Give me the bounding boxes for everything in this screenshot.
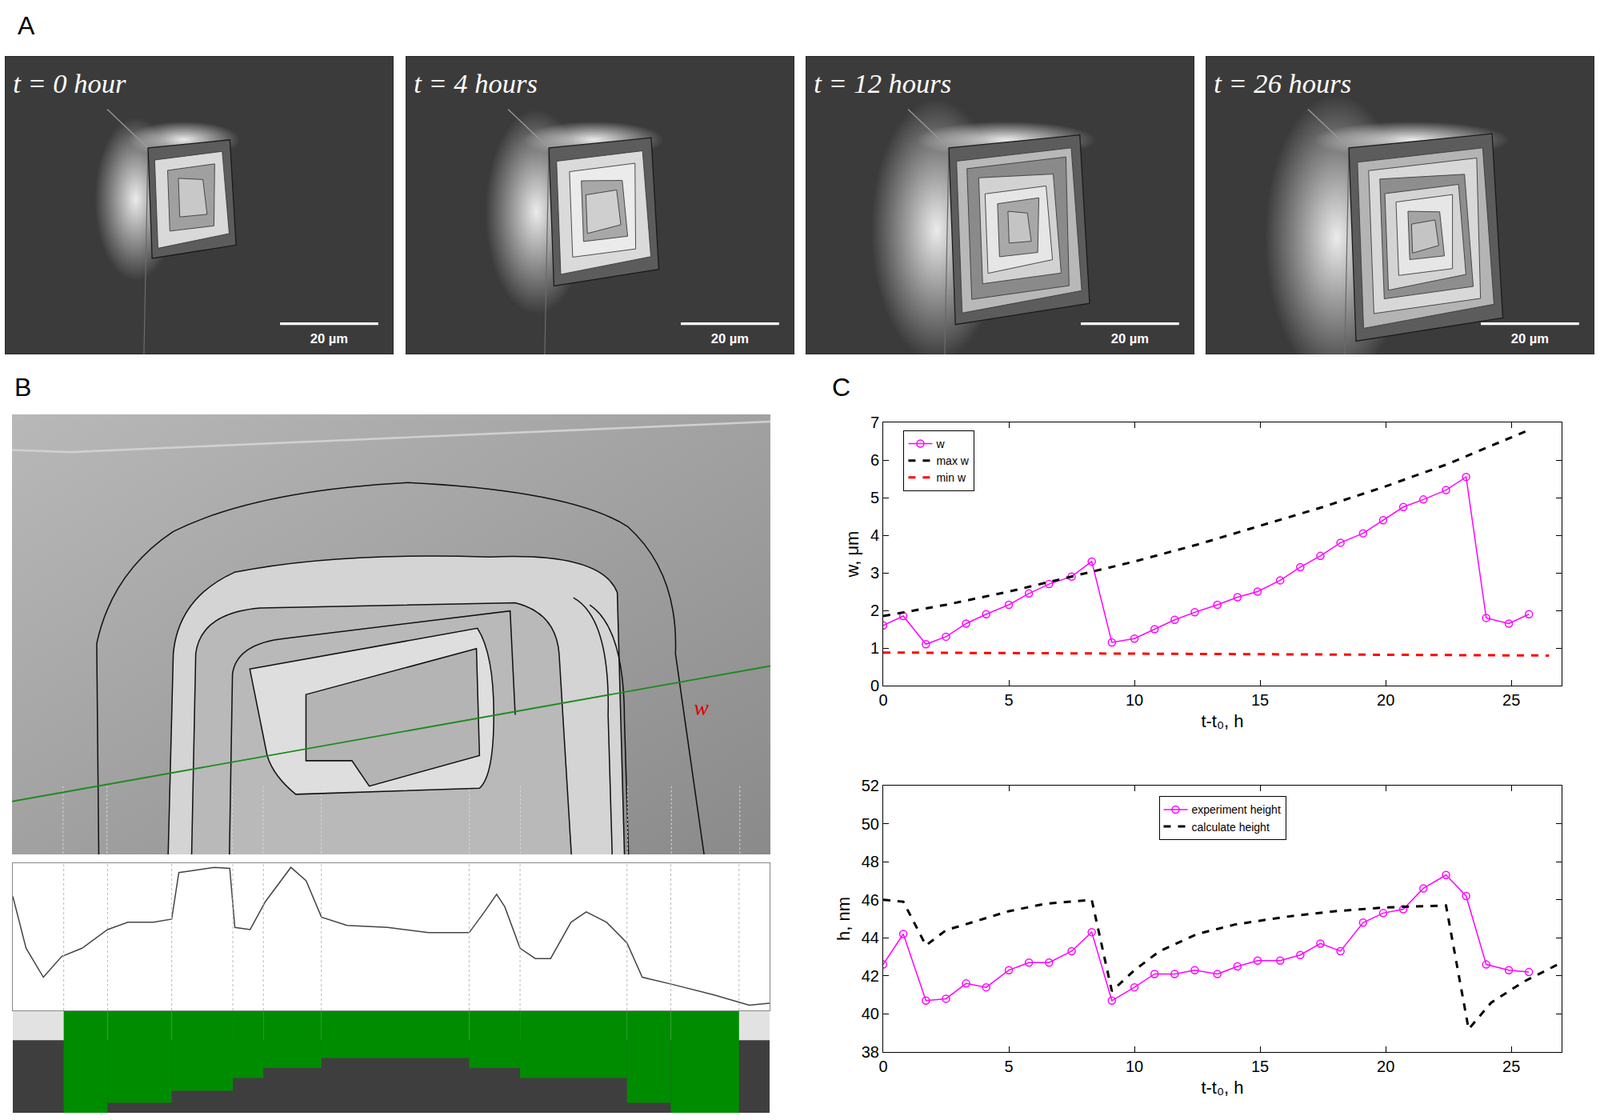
svg-text:3: 3 bbox=[870, 564, 880, 582]
svg-text:38: 38 bbox=[861, 1043, 880, 1061]
html-text:A: A bbox=[17, 11, 35, 40]
svg-text:experiment height: experiment height bbox=[1192, 803, 1281, 816]
svg-text:44: 44 bbox=[861, 928, 880, 947]
svg-text:25: 25 bbox=[1502, 691, 1520, 709]
svg-text:0: 0 bbox=[878, 1057, 888, 1076]
svg-text:t-t₀, h: t-t₀, h bbox=[1200, 1077, 1244, 1098]
svg-text:max w: max w bbox=[936, 454, 969, 468]
svg-text:calculate height: calculate height bbox=[1192, 820, 1270, 834]
svg-text:5: 5 bbox=[870, 488, 880, 507]
svg-text:48: 48 bbox=[861, 852, 880, 871]
svg-text:15: 15 bbox=[1251, 691, 1269, 709]
svg-text:2: 2 bbox=[870, 601, 880, 620]
html-text:B: B bbox=[14, 372, 32, 402]
svg-text:w: w bbox=[693, 695, 709, 720]
svg-text:10: 10 bbox=[1125, 691, 1144, 709]
svg-text:4: 4 bbox=[870, 526, 880, 544]
svg-text:t = 4 hours: t = 4 hours bbox=[413, 68, 538, 99]
svg-text:20 µm: 20 µm bbox=[1111, 331, 1149, 347]
svg-text:5: 5 bbox=[1004, 1057, 1013, 1076]
svg-text:t = 12 hours: t = 12 hours bbox=[813, 68, 952, 99]
svg-text:h, nm: h, nm bbox=[833, 896, 854, 941]
svg-text:20 µm: 20 µm bbox=[310, 331, 348, 347]
svg-text:t = 26 hours: t = 26 hours bbox=[1213, 68, 1352, 99]
svg-text:10: 10 bbox=[1125, 1057, 1144, 1076]
svg-text:0: 0 bbox=[878, 691, 888, 709]
svg-text:7: 7 bbox=[870, 413, 880, 432]
svg-text:20 µm: 20 µm bbox=[1511, 331, 1549, 347]
svg-text:46: 46 bbox=[861, 891, 880, 909]
svg-text:w: w bbox=[935, 437, 945, 451]
svg-text:20: 20 bbox=[1376, 691, 1395, 709]
svg-text:50: 50 bbox=[861, 815, 880, 833]
svg-text:w, μm: w, μm bbox=[842, 531, 863, 579]
svg-text:52: 52 bbox=[861, 776, 880, 795]
svg-text:42: 42 bbox=[861, 967, 880, 985]
svg-text:1: 1 bbox=[870, 639, 880, 657]
svg-text:0: 0 bbox=[870, 676, 880, 695]
svg-text:5: 5 bbox=[1004, 691, 1013, 709]
svg-text:15: 15 bbox=[1251, 1057, 1269, 1076]
svg-text:t = 0 hour: t = 0 hour bbox=[12, 68, 127, 99]
svg-text:20: 20 bbox=[1376, 1057, 1395, 1076]
svg-text:t-t₀, h: t-t₀, h bbox=[1200, 711, 1244, 732]
svg-text:40: 40 bbox=[861, 1004, 880, 1023]
html-text:C: C bbox=[832, 372, 851, 402]
svg-text:20 µm: 20 µm bbox=[711, 331, 749, 347]
svg-text:6: 6 bbox=[870, 451, 880, 469]
svg-text:min w: min w bbox=[936, 471, 966, 484]
svg-text:25: 25 bbox=[1502, 1057, 1520, 1076]
